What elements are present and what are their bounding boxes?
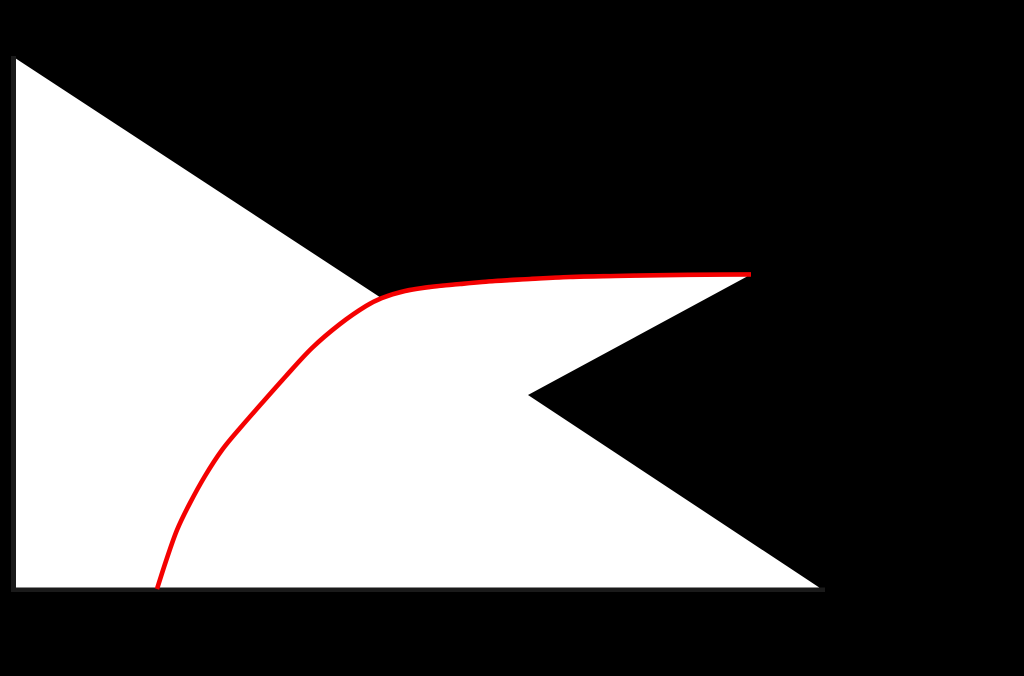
plot-white-region	[15, 58, 820, 588]
x-axis-spine	[11, 587, 825, 592]
red-curve	[154, 272, 752, 590]
y-axis-spine	[11, 56, 16, 592]
